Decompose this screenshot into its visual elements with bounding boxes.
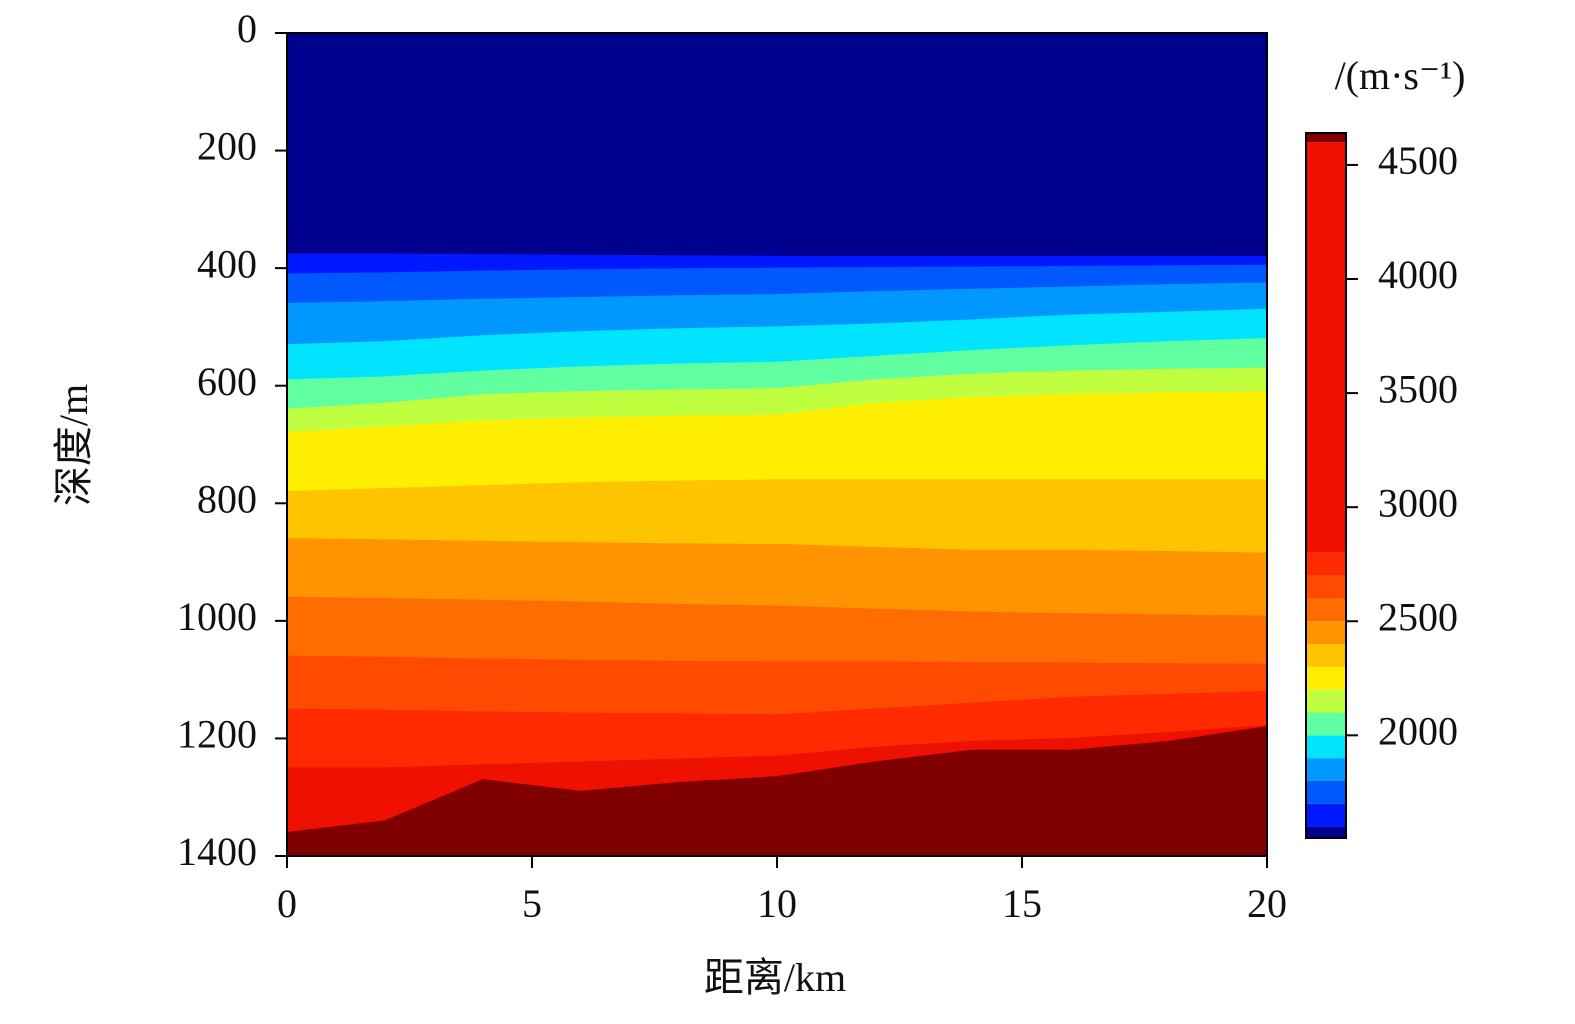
y-tick-label: 1000 [177,594,257,639]
colorbar-band [1306,666,1346,690]
colorbar-band [1306,598,1346,622]
colorbar-band [1306,621,1346,645]
x-tick-label: 15 [1002,881,1042,926]
colorbar-label: /(m·s⁻¹) [1335,53,1466,98]
x-axis-label: 距离/km [704,955,846,1000]
contour-fill [286,32,1268,857]
y-tick-label: 1200 [177,712,257,757]
colorbar-band [1306,142,1346,553]
y-tick-label: 400 [197,241,257,286]
x-tick-label: 20 [1247,881,1287,926]
y-tick-label: 0 [237,6,257,51]
colorbar-band [1306,575,1346,599]
colorbar-band [1306,552,1346,576]
colorbar-band [1306,780,1346,804]
colorbar-band [1306,689,1346,713]
colorbar-tick-label: 4500 [1378,138,1458,183]
colorbar-band [1306,803,1346,827]
y-tick-label: 1400 [177,829,257,874]
colorbar-tick-label: 2500 [1378,594,1458,639]
colorbar-band [1306,133,1346,143]
colorbar-band [1306,735,1346,759]
colorbar-frame [1305,132,1347,839]
colorbar-band [1306,758,1346,781]
colorbar-band [1306,644,1346,667]
y-tick-label: 600 [197,359,257,404]
colorbar-tick-label: 4000 [1378,252,1458,297]
y-axis-label: 深度/m [51,384,96,506]
x-tick-label: 0 [277,881,297,926]
y-tick-label: 200 [197,124,257,169]
colorbar-tick-label: 2000 [1378,709,1458,754]
colorbar-tick-label: 3000 [1378,480,1458,525]
colorbar-band [1306,826,1346,838]
colorbar-tick-label: 3500 [1378,366,1458,411]
x-tick-label: 10 [757,881,797,926]
x-tick-label: 5 [522,881,542,926]
colorbar-band [1306,712,1346,736]
y-tick-label: 800 [197,476,257,521]
